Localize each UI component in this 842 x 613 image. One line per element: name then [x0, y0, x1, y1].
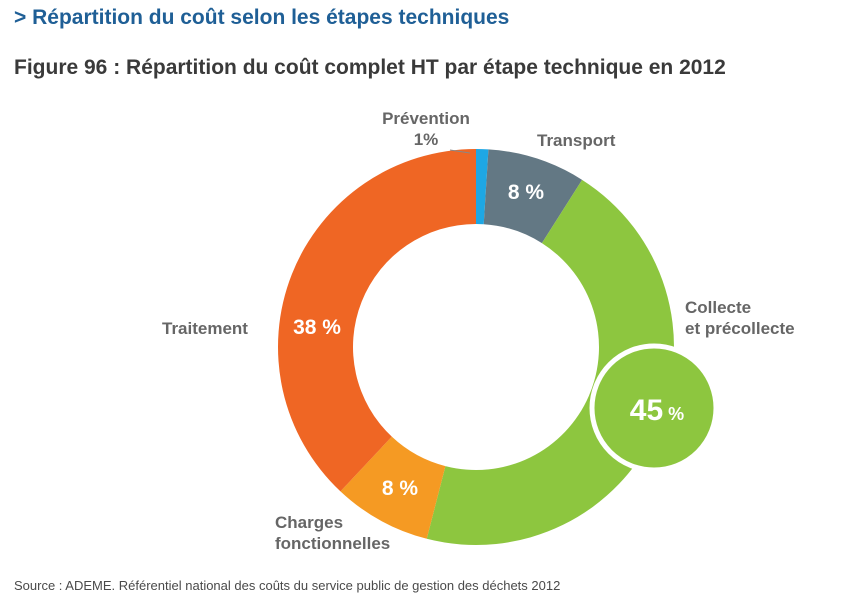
slice-transport: [483, 149, 583, 244]
value-label-transport: 8 %: [508, 181, 545, 204]
category-label-transport: Transport: [537, 131, 616, 150]
value-label-collecte-et-precollecte: 45 %: [630, 394, 684, 427]
category-label-charges-fonctionnelles-line-1: Charges: [275, 513, 343, 532]
value-label-traitement: 38 %: [293, 316, 341, 339]
category-label-collecte-et-precollecte-line-2: et précollecte: [685, 319, 795, 338]
slice-charges-fonctionnelles: [340, 436, 446, 539]
category-label-prevention-line-2: 1%: [414, 130, 439, 149]
leader-line-prevention: [449, 149, 471, 154]
source-note: Source : ADEME. Référentiel national des…: [14, 578, 561, 593]
category-label-prevention-line-1: Prévention: [382, 109, 470, 128]
category-label-traitement: Traitement: [162, 319, 248, 338]
category-label-charges-fonctionnelles-line-2: fonctionnelles: [275, 534, 390, 553]
category-label-collecte-et-precollecte-line-1: Collecte: [685, 298, 751, 317]
section-title: > Répartition du coût selon les étapes t…: [14, 6, 510, 29]
figure-title: Figure 96 : Répartition du coût complet …: [14, 56, 726, 79]
slices-group: [278, 149, 674, 546]
slice-collecte-et-precollecte-badge: [589, 343, 719, 473]
slice-prevention: [476, 149, 489, 225]
labels-group: Prévention 1% Transport 8 % Collecte et préco…: [162, 109, 795, 553]
value-label-charges-fonctionnelles: 8 %: [382, 477, 419, 500]
slice-traitement: [278, 149, 476, 492]
